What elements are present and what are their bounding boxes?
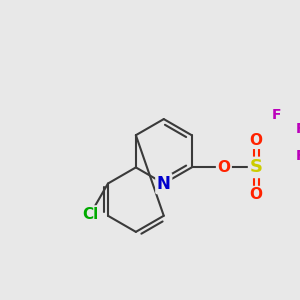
Text: F: F — [296, 122, 300, 136]
Text: O: O — [218, 160, 230, 175]
Text: Cl: Cl — [82, 207, 98, 222]
Text: F: F — [296, 149, 300, 164]
Text: F: F — [272, 108, 282, 122]
Text: S: S — [250, 158, 262, 176]
Text: N: N — [157, 175, 171, 193]
Text: O: O — [250, 133, 262, 148]
Text: O: O — [250, 187, 262, 202]
